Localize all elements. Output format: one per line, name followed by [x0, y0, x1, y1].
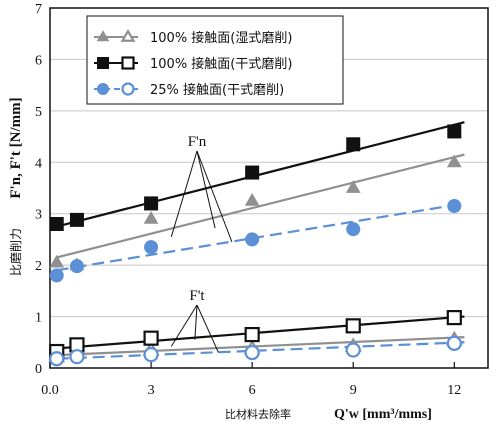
fit-line-6	[56, 341, 465, 360]
x-tick-label: 12	[447, 383, 461, 398]
annotation-pointer	[170, 304, 198, 347]
data-point-s5-4	[244, 326, 260, 343]
annotation-pointer	[196, 150, 216, 229]
fit-line-3	[56, 202, 465, 272]
y-tick-label: 1	[35, 311, 42, 326]
x-axis: 0.0 3 6 9 12	[41, 362, 461, 398]
fit-line-5	[56, 315, 465, 350]
data-point-s1-6	[446, 154, 462, 168]
data-point-s6-6	[446, 335, 462, 351]
y-axis-symbol-label: F'n, F't [N/mm]	[8, 97, 24, 198]
legend-marker-filled-3	[97, 83, 109, 95]
fit-line-4	[56, 336, 465, 357]
legend: 100% 接触面(湿式磨削) 100% 接触面(干式磨削) 25% 接触面(干式磨削…	[86, 15, 344, 105]
data-point-s6-2	[69, 349, 85, 365]
data-point-s3-5	[346, 222, 361, 237]
x-tick-label: 9	[350, 383, 357, 398]
legend-marker-filled-1	[96, 30, 110, 42]
data-point-s3-6	[447, 199, 462, 213]
y-tick-label: 6	[35, 53, 42, 68]
legend-label-3: 25% 接触面(干式磨削)	[150, 82, 284, 98]
fit-line-1	[56, 153, 465, 259]
data-point-s2-6	[447, 124, 462, 139]
data-point-s1-5	[345, 180, 361, 193]
data-point-s1-1	[49, 254, 65, 268]
annotations: F'n F't	[170, 134, 233, 353]
x-axis-symbol-label: Q'w [mm³/mms]	[334, 407, 432, 422]
x-tick-label: 3	[148, 383, 155, 398]
y-axis: 0 1 2 3 4 5 6 7	[35, 2, 42, 377]
data-point-s3-1	[49, 268, 64, 283]
data-point-s1-3	[143, 211, 159, 224]
data-point-s2-2	[69, 212, 84, 227]
x-tick-label: 6	[249, 383, 256, 398]
data-point-s1-4	[244, 193, 260, 206]
y-tick-label: 2	[35, 259, 42, 274]
y-axis-label: 比磨削力	[9, 228, 23, 276]
legend-marker-open-1	[120, 29, 136, 42]
legend-marker-filled-2	[97, 57, 109, 69]
data-point-s6-3	[143, 347, 159, 363]
y-tick-label: 4	[35, 156, 42, 171]
data-points	[48, 124, 463, 367]
plot-frame	[49, 7, 489, 369]
annotation-pointer	[196, 150, 233, 243]
fit-line-2	[56, 121, 465, 228]
annotation-pointer	[194, 304, 198, 340]
x-tick-label: 0.0	[41, 383, 59, 398]
data-point-s2-4	[245, 165, 260, 180]
legend-marker-open-2	[121, 56, 135, 70]
y-tick-label: 3	[35, 208, 42, 223]
data-point-s2-5	[346, 137, 361, 152]
data-point-s2-3	[144, 196, 159, 211]
data-point-s3-3	[144, 240, 159, 255]
legend-marker-open-3	[121, 82, 135, 96]
data-point-s5-3	[143, 330, 159, 346]
y-tick-label: 0	[35, 362, 42, 377]
y-tick-label: 7	[35, 2, 42, 17]
x-axis-label: 比材料去除率	[225, 407, 291, 421]
annotation-label: F'n	[188, 134, 207, 150]
annotation-pointer	[196, 304, 219, 353]
data-point-s3-2	[69, 259, 84, 274]
annotation-label: F't	[189, 288, 205, 304]
data-point-s6-5	[345, 342, 361, 358]
annotation-pointer	[170, 150, 198, 238]
y-tick-label: 5	[35, 105, 42, 120]
data-point-s6-1	[49, 351, 65, 367]
data-point-s5-6	[446, 310, 462, 326]
legend-label-1: 100% 接触面(湿式磨削)	[150, 30, 292, 46]
data-point-s6-4	[244, 344, 260, 361]
legend-label-2: 100% 接触面(干式磨削)	[150, 56, 292, 72]
fit-lines	[56, 121, 465, 360]
data-point-s3-4	[245, 232, 260, 247]
data-point-s5-5	[345, 318, 361, 334]
data-point-s2-1	[49, 217, 64, 231]
